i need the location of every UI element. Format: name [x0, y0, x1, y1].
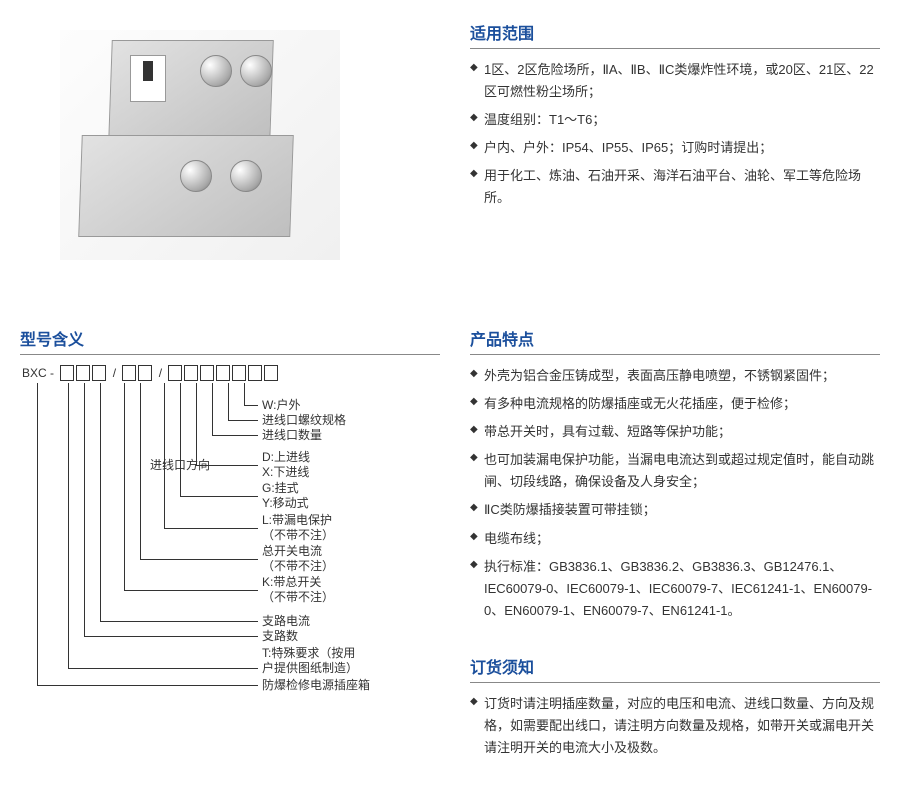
legend: 支路数	[262, 629, 298, 645]
heading-model: 型号含义	[20, 326, 440, 355]
legend: 进线口螺纹规格	[262, 413, 346, 429]
model-box	[216, 365, 230, 381]
model-prefix: BXC -	[22, 366, 54, 380]
feature-item: ⅡC类防爆插接装置可带挂锁；	[470, 499, 880, 521]
features-order-col: 产品特点 外壳为铝合金压铸成型，表面高压静电喷塑，不锈钢紧固件； 有多种电流规格…	[470, 326, 880, 765]
scope-item: 温度组别：T1～T6；	[470, 109, 880, 131]
line	[68, 668, 258, 669]
line	[228, 383, 229, 420]
model-box	[200, 365, 214, 381]
heading-scope: 适用范围	[470, 20, 880, 49]
line	[196, 383, 197, 465]
line	[180, 496, 258, 497]
legend: 户提供图纸制造）	[262, 661, 358, 677]
main-switch	[130, 55, 166, 102]
line	[212, 383, 213, 435]
model-box	[60, 365, 74, 381]
legend: （不带不注）	[262, 559, 334, 575]
order-list: 订货时请注明插座数量，对应的电压和电流、进线口数量、方向及规格，如需要配出线口，…	[470, 693, 880, 759]
legend: G:挂式	[262, 481, 299, 497]
line	[37, 685, 258, 686]
socket-1	[200, 55, 232, 87]
legend: Y:移动式	[262, 496, 309, 512]
order-item: 订货时请注明插座数量，对应的电压和电流、进线口数量、方向及规格，如需要配出线口，…	[470, 693, 880, 759]
line	[228, 420, 258, 421]
feature-item: 电缆布线；	[470, 528, 880, 550]
legend: L:带漏电保护	[262, 513, 332, 529]
model-box	[248, 365, 262, 381]
line	[84, 636, 258, 637]
scope-item: 1区、2区危险场所，ⅡA、ⅡB、ⅡC类爆炸性环境，或20区、21区、22区可燃性…	[470, 59, 880, 103]
legend: 支路电流	[262, 614, 310, 630]
heading-order: 订货须知	[470, 654, 880, 683]
socket-3	[180, 160, 212, 192]
socket-4	[230, 160, 262, 192]
legend: X:下进线	[262, 465, 309, 481]
legend: （不带不注）	[262, 590, 334, 606]
line	[164, 383, 165, 528]
legend: T:特殊要求（按用	[262, 646, 355, 662]
socket-2	[240, 55, 272, 87]
legend: 总开关电流	[262, 544, 322, 560]
line	[140, 383, 141, 559]
line	[68, 383, 69, 668]
feature-item: 执行标准：GB3836.1、GB3836.2、GB3836.3、GB12476.…	[470, 556, 880, 622]
middle-row: 型号含义 BXC - / /	[20, 326, 880, 765]
line	[84, 383, 85, 636]
feature-item: 有多种电流规格的防爆插座或无火花插座，便于检修；	[470, 393, 880, 415]
line	[124, 590, 258, 591]
scope-list: 1区、2区危险场所，ⅡA、ⅡB、ⅡC类爆炸性环境，或20区、21区、22区可燃性…	[470, 59, 880, 210]
model-col: 型号含义 BXC - / /	[20, 326, 470, 765]
scope-item: 户内、户外：IP54、IP55、IP65；订购时请提出；	[470, 137, 880, 159]
product-photo	[60, 30, 340, 260]
legend: W:户外	[262, 398, 300, 414]
line	[100, 383, 101, 621]
model-box	[232, 365, 246, 381]
line	[124, 383, 125, 590]
features-list: 外壳为铝合金压铸成型，表面高压静电喷塑，不锈钢紧固件； 有多种电流规格的防爆插座…	[470, 365, 880, 622]
model-sep: /	[113, 366, 116, 380]
scope-col: 适用范围 1区、2区危险场所，ⅡA、ⅡB、ⅡC类爆炸性环境，或20区、21区、2…	[470, 20, 880, 300]
line	[212, 435, 258, 436]
model-code-line: BXC - / /	[20, 365, 279, 381]
line	[180, 383, 181, 496]
line	[244, 383, 245, 405]
top-row: 适用范围 1区、2区危险场所，ⅡA、ⅡB、ⅡC类爆炸性环境，或20区、21区、2…	[20, 20, 880, 300]
legend: （不带不注）	[262, 528, 334, 544]
heading-features: 产品特点	[470, 326, 880, 355]
scope-item: 用于化工、炼油、石油开采、海洋石油平台、油轮、军工等危险场所。	[470, 165, 880, 209]
feature-item: 外壳为铝合金压铸成型，表面高压静电喷塑，不锈钢紧固件；	[470, 365, 880, 387]
feature-item: 带总开关时，具有过载、短路等保护功能；	[470, 421, 880, 443]
legend: D:上进线	[262, 450, 310, 466]
model-box	[122, 365, 136, 381]
legend: K:带总开关	[262, 575, 321, 591]
feature-item: 也可加装漏电保护功能，当漏电电流达到或超过规定值时，能自动跳闸、切段线路，确保设…	[470, 449, 880, 493]
line	[100, 621, 258, 622]
product-image-col	[20, 20, 470, 300]
model-box	[92, 365, 106, 381]
line	[164, 528, 258, 529]
legend-inlet-label: 进线口方向	[150, 458, 210, 474]
model-box	[184, 365, 198, 381]
line	[244, 405, 258, 406]
legend: 进线口数量	[262, 428, 322, 444]
line	[140, 559, 258, 560]
model-box	[138, 365, 152, 381]
model-sep: /	[159, 366, 162, 380]
model-box	[168, 365, 182, 381]
model-box	[264, 365, 278, 381]
model-box	[76, 365, 90, 381]
model-diagram: BXC - / /	[20, 365, 440, 695]
line	[37, 383, 38, 685]
legend: 防爆检修电源插座箱	[262, 678, 370, 694]
